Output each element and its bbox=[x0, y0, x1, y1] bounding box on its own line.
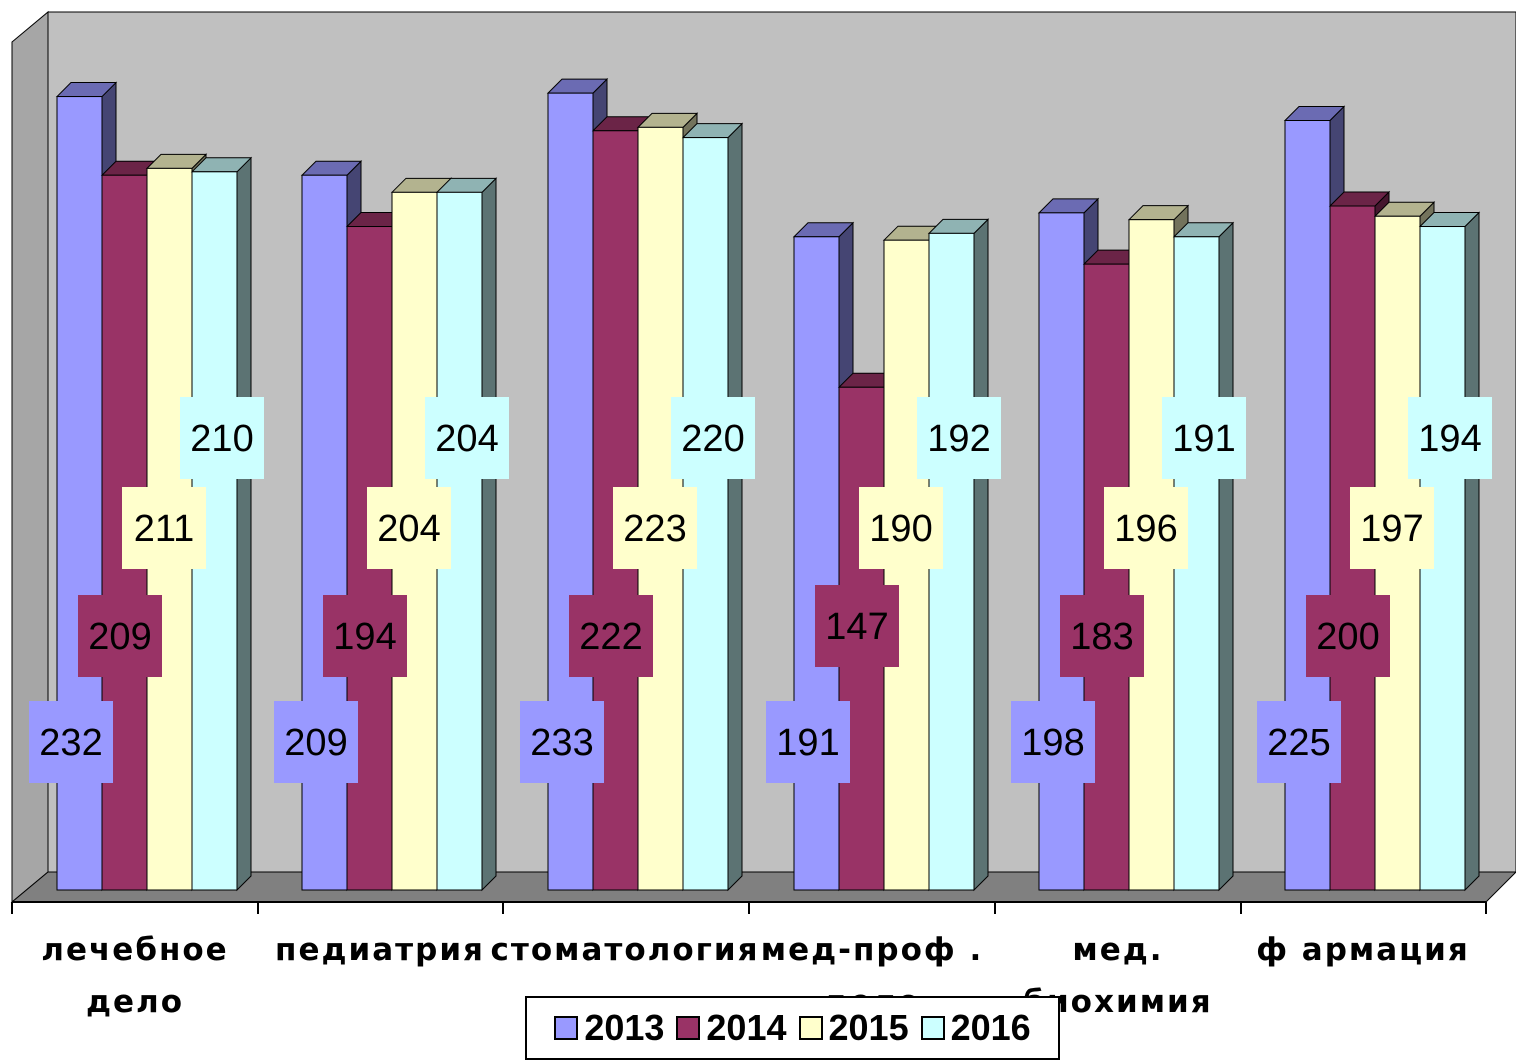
data-label-text: 191 bbox=[1172, 418, 1235, 460]
data-label-2014-4: 183 bbox=[1060, 595, 1144, 677]
data-label-2016-5: 194 bbox=[1408, 397, 1492, 479]
data-label-2013-5: 225 bbox=[1257, 701, 1341, 783]
data-label-text: 211 bbox=[134, 508, 195, 550]
data-label-2014-5: 200 bbox=[1306, 595, 1390, 677]
data-label-2015-3: 190 bbox=[859, 487, 943, 569]
legend-label: 2015 bbox=[828, 1007, 909, 1048]
legend-item-2016: 2016 bbox=[920, 1007, 1031, 1049]
data-label-text: 232 bbox=[39, 722, 102, 764]
data-label-text: 147 bbox=[825, 606, 888, 648]
data-label-2015-5: 197 bbox=[1350, 487, 1434, 569]
data-label-2016-1: 204 bbox=[425, 397, 509, 479]
category-label-1: педиатрия bbox=[275, 932, 485, 968]
legend-label: 2016 bbox=[950, 1007, 1031, 1048]
data-label-text: 194 bbox=[1418, 418, 1481, 460]
data-label-2016-4: 191 bbox=[1162, 397, 1246, 479]
category-label-2: стоматология bbox=[491, 932, 760, 968]
data-label-2013-3: 191 bbox=[766, 701, 850, 783]
data-label-text: 225 bbox=[1267, 722, 1330, 764]
data-label-2016-3: 192 bbox=[917, 397, 1001, 479]
bar-2016-3 bbox=[927, 218, 990, 892]
data-label-2013-1: 209 bbox=[274, 701, 358, 783]
data-label-2013-0: 232 bbox=[29, 701, 113, 783]
data-label-text: 190 bbox=[869, 508, 932, 550]
data-label-text: 194 bbox=[333, 616, 396, 658]
data-label-2014-1: 194 bbox=[323, 595, 407, 677]
data-label-text: 183 bbox=[1070, 616, 1133, 658]
data-label-2014-3: 147 bbox=[815, 585, 899, 667]
data-label-2014-0: 209 bbox=[78, 595, 162, 677]
legend-label: 2014 bbox=[706, 1007, 787, 1048]
data-label-2015-2: 223 bbox=[613, 487, 697, 569]
data-label-text: 233 bbox=[530, 722, 593, 764]
category-label-0: лечебное дело bbox=[41, 932, 228, 1020]
category-label-5: ф армация bbox=[1256, 932, 1470, 968]
bar-2016-0 bbox=[190, 156, 253, 892]
data-label-text: 209 bbox=[284, 722, 347, 764]
data-label-text: 209 bbox=[88, 616, 151, 658]
data-label-2014-2: 222 bbox=[569, 595, 653, 677]
data-label-2016-0: 210 bbox=[180, 397, 264, 479]
data-label-2013-4: 198 bbox=[1011, 701, 1095, 783]
data-label-text: 192 bbox=[927, 418, 990, 460]
legend-swatch bbox=[920, 1016, 945, 1040]
data-label-text: 222 bbox=[579, 616, 642, 658]
value-labels: 232 209 233 191 198 225 209 194 222 147 183 200 211 2… bbox=[29, 397, 1492, 783]
data-label-text: 196 bbox=[1114, 508, 1177, 550]
legend-item-2014: 2014 bbox=[676, 1007, 787, 1049]
data-label-text: 200 bbox=[1316, 616, 1379, 658]
data-label-text: 197 bbox=[1360, 508, 1423, 550]
legend-item-2015: 2015 bbox=[798, 1007, 909, 1049]
data-label-text: 198 bbox=[1021, 722, 1084, 764]
data-label-2015-1: 204 bbox=[367, 487, 451, 569]
legend-label: 2013 bbox=[584, 1007, 665, 1048]
legend-item-2013: 2013 bbox=[554, 1007, 664, 1049]
legend-swatch bbox=[554, 1016, 579, 1040]
legend: 2013 2014 2015 2016 bbox=[525, 996, 1060, 1060]
data-label-text: 191 bbox=[776, 722, 839, 764]
legend-swatch bbox=[676, 1016, 701, 1040]
data-label-text: 210 bbox=[190, 418, 253, 460]
data-label-2013-2: 233 bbox=[520, 701, 604, 783]
data-label-2015-0: 211 bbox=[122, 487, 206, 569]
data-label-text: 220 bbox=[681, 418, 744, 460]
legend-swatch bbox=[798, 1016, 823, 1040]
data-label-text: 204 bbox=[435, 418, 498, 460]
data-label-2016-2: 220 bbox=[671, 397, 755, 479]
data-label-text: 223 bbox=[623, 508, 686, 550]
data-label-2015-4: 196 bbox=[1104, 487, 1188, 569]
data-label-text: 204 bbox=[377, 508, 440, 550]
